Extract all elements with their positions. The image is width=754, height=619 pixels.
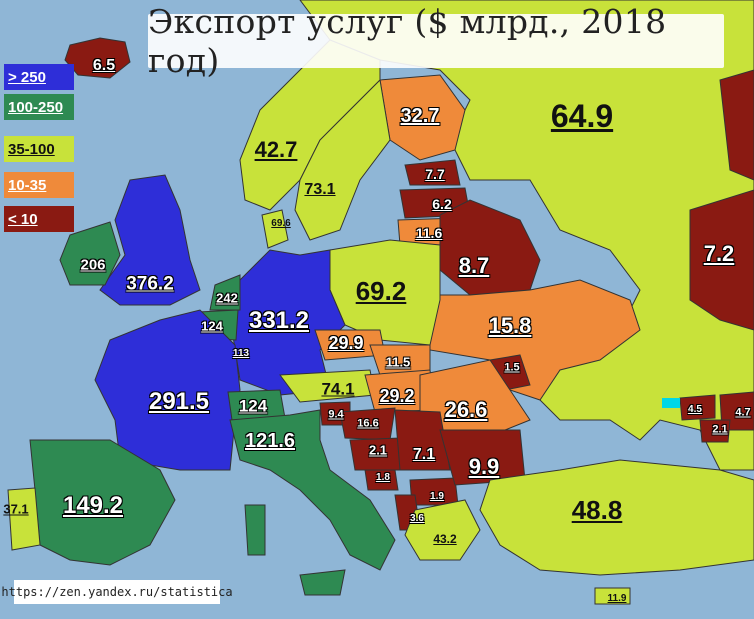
value-switzerland: 124 [238,396,268,416]
region-sicily [299,569,346,596]
value-belgium: 124 [201,318,223,334]
value-bulgaria: 9.9 [468,454,500,479]
region-sardinia [244,504,266,556]
value-georgia: 4.5 [688,404,702,415]
value-moldova: 1.5 [504,361,520,374]
region-turkey [479,459,754,576]
value-spain: 149.2 [62,492,124,519]
value-denmark: 69.6 [271,218,291,229]
value-sweden: 73.1 [304,181,336,198]
value-norway: 42.7 [254,137,298,162]
region-serbia [394,409,451,471]
value-russia-east: 7.2 [703,241,735,266]
region-italy [229,409,396,571]
value-france: 291.5 [148,388,210,415]
value-netherlands: 242 [216,290,238,306]
value-portugal: 37.1 [3,501,29,517]
value-austria: 74.1 [321,379,355,399]
value-iceland: 6.5 [92,57,116,74]
value-montenegro: 1.8 [376,472,390,483]
legend-item-below-10: < 10 [4,206,74,232]
value-albania: 3.6 [410,513,424,524]
value-greece: 43.2 [433,532,457,546]
value-slovakia: 11.5 [385,354,411,370]
region-greece [404,499,481,561]
value-belarus: 8.7 [458,253,490,278]
region-estonia [404,159,461,186]
region-russia-ne [719,69,754,181]
value-azerbaijan: 4.7 [735,406,751,419]
value-serbia: 7.1 [412,446,436,463]
value-armenia: 2.1 [712,423,728,436]
region-cyprus [594,587,631,605]
value-italy: 121.6 [244,430,296,452]
value-macedonia: 1.9 [430,491,444,502]
value-cyprus: 11.9 [607,593,627,604]
value-uk: 376.2 [126,273,174,295]
value-latvia: 6.2 [432,196,452,212]
value-romania: 26.6 [444,397,488,422]
value-russia: 64.9 [550,98,614,134]
region-russia-east [689,189,754,331]
value-turkey: 48.8 [571,495,623,525]
value-poland: 69.2 [355,276,407,306]
region-armenia [699,419,731,443]
region-iceland [64,37,131,79]
caspian-patch [662,398,680,408]
value-croatia: 16.6 [357,417,379,430]
value-finland: 32.7 [400,105,440,127]
region-montenegro [364,469,399,491]
region-belarus [439,199,541,296]
value-luxembourg: 113 [232,348,250,359]
value-lithuania: 11.6 [415,225,443,241]
legend-item-above-250: > 250 [4,64,74,90]
region-sweden [294,78,391,241]
value-ukraine: 15.8 [488,313,532,338]
value-czechia: 29.9 [328,333,364,353]
value-germany: 331.2 [248,307,310,334]
region-ireland [59,221,121,286]
region-georgia [679,394,716,421]
legend-item-35-100: 35-100 [4,136,74,162]
value-estonia: 7.7 [425,166,445,182]
source-link[interactable]: https://zen.yandex.ru/statistica [1,580,233,604]
region-netherlands [209,274,241,311]
value-ireland: 206 [80,256,106,274]
region-portugal [7,487,41,551]
map-title: Экспорт услуг ($ млрд., 2018 год) [148,2,724,80]
region-denmark [261,209,289,249]
legend-item-10-35: 10-35 [4,172,74,198]
value-bosnia: 2.1 [368,442,388,458]
legend-item-100-250: 100-250 [4,94,74,120]
value-hungary: 29.2 [379,386,415,406]
region-france [94,309,241,471]
value-slovenia: 9.4 [328,408,344,421]
region-uk [99,174,201,306]
